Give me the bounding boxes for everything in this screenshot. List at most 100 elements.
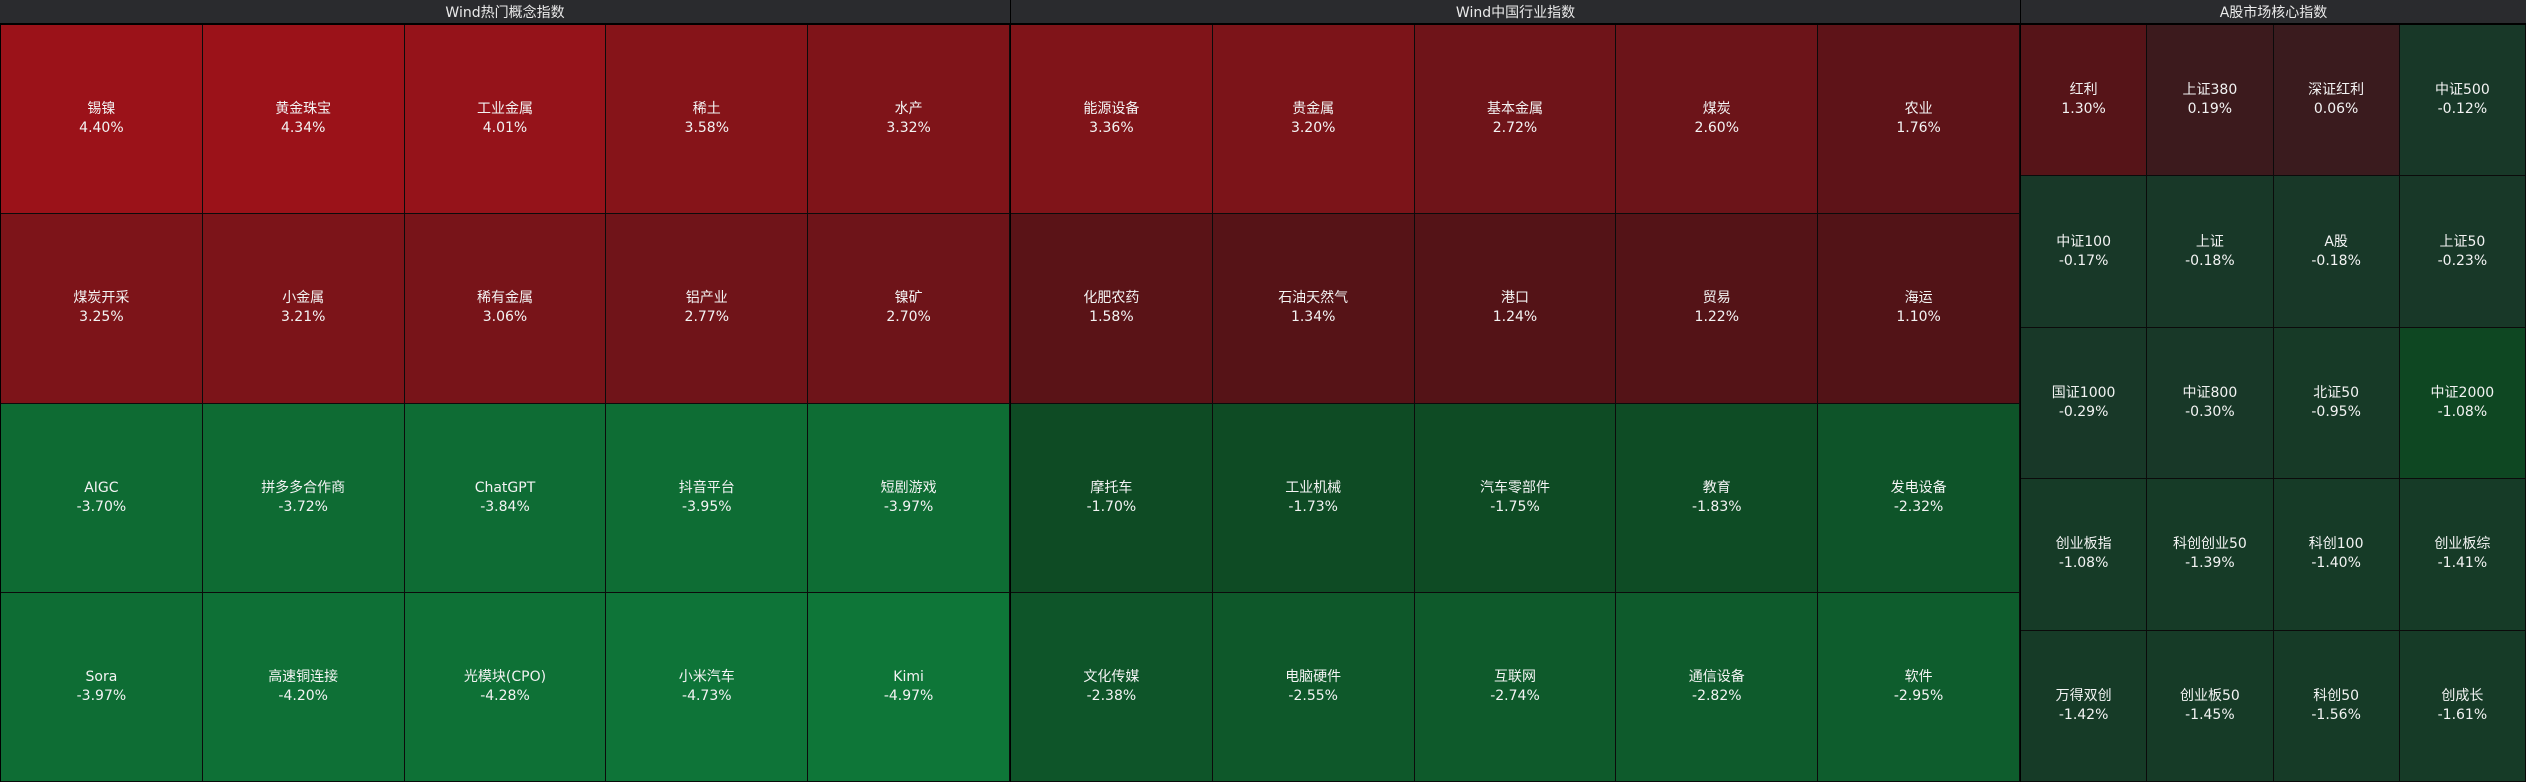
tile-name: 小米汽车 bbox=[678, 668, 735, 685]
tile-change: -4.20% bbox=[278, 687, 328, 704]
tile-name: 教育 bbox=[1702, 479, 1731, 496]
tile-change: 1.76% bbox=[1896, 120, 1941, 137]
tile-change: -1.45% bbox=[2185, 706, 2235, 723]
tile-name: 短剧游戏 bbox=[880, 479, 937, 496]
tile-change: -1.61% bbox=[2437, 706, 2488, 723]
heatmap-tile[interactable]: 小金属 3.21% bbox=[202, 214, 405, 404]
heatmap-tile[interactable]: 创业板50 -1.45% bbox=[2147, 630, 2274, 782]
heatmap-tile[interactable]: Kimi -4.97% bbox=[808, 592, 1010, 782]
heatmap-tile[interactable]: AIGC -3.70% bbox=[1, 403, 203, 593]
tile-name: 深证红利 bbox=[2308, 82, 2365, 99]
heatmap-tile[interactable]: 黄金珠宝 4.34% bbox=[202, 25, 405, 215]
heatmap-tile[interactable]: 农业 1.76% bbox=[1818, 25, 2020, 215]
tile-name: 能源设备 bbox=[1083, 101, 1140, 118]
heatmap-tile[interactable]: 中证2000 -1.08% bbox=[2399, 327, 2526, 480]
tile-name: 文化传媒 bbox=[1083, 668, 1140, 685]
heatmap-tile[interactable]: 水产 3.32% bbox=[808, 25, 1010, 215]
heatmap-tile[interactable]: 电脑硬件 -2.55% bbox=[1212, 592, 1415, 782]
heatmap-tile[interactable]: 上证50 -0.23% bbox=[2399, 176, 2526, 328]
heatmap-tile[interactable]: 石油天然气 1.34% bbox=[1212, 214, 1415, 404]
tile-change: -3.97% bbox=[883, 498, 934, 515]
tile-change: 3.58% bbox=[684, 120, 730, 137]
heatmap-tile[interactable]: 创成长 -1.61% bbox=[2399, 630, 2526, 782]
tile-name: 中证2000 bbox=[2430, 384, 2495, 401]
tile-change: 2.60% bbox=[1694, 120, 1740, 137]
tile-name: 上证380 bbox=[2182, 82, 2238, 99]
tile-change: -3.70% bbox=[76, 498, 127, 515]
tile-change: -1.56% bbox=[2311, 706, 2361, 723]
heatmap-tile[interactable]: 抖音平台 -3.95% bbox=[606, 403, 809, 593]
heatmap-tile[interactable]: 上证380 0.19% bbox=[2147, 25, 2274, 177]
heatmap-tile[interactable]: 中证100 -0.17% bbox=[2021, 176, 2148, 328]
tile-name: A股 bbox=[2324, 233, 2348, 250]
heatmap-tile[interactable]: 科创创业50 -1.39% bbox=[2147, 479, 2274, 631]
heatmap-tile[interactable]: 短剧游戏 -3.97% bbox=[808, 403, 1010, 593]
tile-change: -3.95% bbox=[682, 498, 732, 515]
tile-change: -2.74% bbox=[1490, 687, 1540, 704]
tile-name: 科创创业50 bbox=[2172, 536, 2247, 553]
heatmap-tile[interactable]: 基本金属 2.72% bbox=[1414, 25, 1617, 215]
heatmap-tile[interactable]: 贵金属 3.20% bbox=[1212, 25, 1415, 215]
heatmap-tile[interactable]: 文化传媒 -2.38% bbox=[1011, 592, 1213, 782]
heatmap-tile[interactable]: 红利 1.30% bbox=[2021, 25, 2148, 177]
heatmap-tile[interactable]: 上证 -0.18% bbox=[2147, 176, 2274, 328]
heatmap-tile[interactable]: 光模块(CPO) -4.28% bbox=[404, 592, 607, 782]
heatmap-tile[interactable]: 深证红利 0.06% bbox=[2273, 25, 2400, 177]
tile-name: 创成长 bbox=[2441, 687, 2484, 704]
heatmap-tile[interactable]: 创业板指 -1.08% bbox=[2021, 479, 2148, 631]
heatmap-tile[interactable]: 万得双创 -1.42% bbox=[2021, 630, 2148, 782]
heatmap-tile[interactable]: 教育 -1.83% bbox=[1616, 403, 1819, 593]
heatmap-tile[interactable]: 能源设备 3.36% bbox=[1011, 25, 1213, 215]
heatmap-tile[interactable]: 科创50 -1.56% bbox=[2273, 630, 2400, 782]
tile-change: 3.21% bbox=[280, 309, 326, 326]
tile-name: 煤炭 bbox=[1702, 101, 1731, 118]
heatmap-tile[interactable]: 中证500 -0.12% bbox=[2399, 25, 2526, 177]
heatmap-tile[interactable]: 海运 1.10% bbox=[1818, 214, 2020, 404]
heatmap-tile[interactable]: 拼多多合作商 -3.72% bbox=[202, 403, 405, 593]
heatmap-tile[interactable]: 铝产业 2.77% bbox=[606, 214, 809, 404]
heatmap-tile[interactable]: 中证800 -0.30% bbox=[2147, 327, 2274, 480]
tile-name: 铝产业 bbox=[685, 290, 728, 307]
tile-name: 科创50 bbox=[2313, 687, 2360, 704]
heatmap-tile[interactable]: 国证1000 -0.29% bbox=[2021, 327, 2148, 480]
heatmap-tile[interactable]: Sora -3.97% bbox=[1, 592, 203, 782]
heatmap-tile[interactable]: 小米汽车 -4.73% bbox=[606, 592, 809, 782]
tile-name: 万得双创 bbox=[2055, 687, 2112, 704]
heatmap-tile[interactable]: 贸易 1.22% bbox=[1616, 214, 1819, 404]
tile-change: -0.29% bbox=[2058, 403, 2109, 420]
heatmap-tile[interactable]: 煤炭开采 3.25% bbox=[1, 214, 203, 404]
heatmap-tile[interactable]: 汽车零部件 -1.75% bbox=[1414, 403, 1617, 593]
heatmap-tile[interactable]: 互联网 -2.74% bbox=[1414, 592, 1617, 782]
industry-index-header: Wind中国行业指数 bbox=[1010, 0, 2020, 24]
heatmap-tile[interactable]: 工业机械 -1.73% bbox=[1212, 403, 1415, 593]
tile-change: 0.06% bbox=[2313, 101, 2359, 118]
heatmap-tile[interactable]: 港口 1.24% bbox=[1414, 214, 1617, 404]
heatmap-tile[interactable]: 化肥农药 1.58% bbox=[1011, 214, 1213, 404]
heatmap-tile[interactable]: 创业板综 -1.41% bbox=[2399, 479, 2526, 631]
tile-change: -1.08% bbox=[2437, 403, 2488, 420]
heatmap-tile[interactable]: 镍矿 2.70% bbox=[808, 214, 1010, 404]
tile-name: 海运 bbox=[1904, 290, 1933, 307]
tile-name: 北证50 bbox=[2313, 384, 2360, 401]
heatmap-tile[interactable]: 煤炭 2.60% bbox=[1616, 25, 1819, 215]
tile-change: 4.40% bbox=[79, 120, 124, 137]
heatmap-tile[interactable]: 稀有金属 3.06% bbox=[404, 214, 607, 404]
heatmap-tile[interactable]: 通信设备 -2.82% bbox=[1616, 592, 1819, 782]
heatmap-tile[interactable]: 软件 -2.95% bbox=[1818, 592, 2020, 782]
heatmap-tile[interactable]: 高速铜连接 -4.20% bbox=[202, 592, 405, 782]
heatmap-tile[interactable]: 发电设备 -2.32% bbox=[1818, 403, 2020, 593]
tile-change: -1.42% bbox=[2058, 706, 2109, 723]
heatmap-tile[interactable]: 稀土 3.58% bbox=[606, 25, 809, 215]
heatmap-tile[interactable]: 工业金属 4.01% bbox=[404, 25, 607, 215]
heatmap-tile[interactable]: 科创100 -1.40% bbox=[2273, 479, 2400, 631]
tile-change: 1.34% bbox=[1290, 309, 1336, 326]
heatmap-tile[interactable]: 北证50 -0.95% bbox=[2273, 327, 2400, 480]
tile-name: 创业板指 bbox=[2055, 536, 2112, 553]
tile-change: -2.38% bbox=[1086, 687, 1137, 704]
heatmap-tile[interactable]: A股 -0.18% bbox=[2273, 176, 2400, 328]
core-index-header: A股市场核心指数 bbox=[2020, 0, 2526, 24]
heatmap-tile[interactable]: 锡镍 4.40% bbox=[1, 25, 203, 215]
heatmap-tile[interactable]: 摩托车 -1.70% bbox=[1011, 403, 1213, 593]
heatmap-tile[interactable]: ChatGPT -3.84% bbox=[404, 403, 607, 593]
tile-name: 小金属 bbox=[282, 290, 325, 307]
